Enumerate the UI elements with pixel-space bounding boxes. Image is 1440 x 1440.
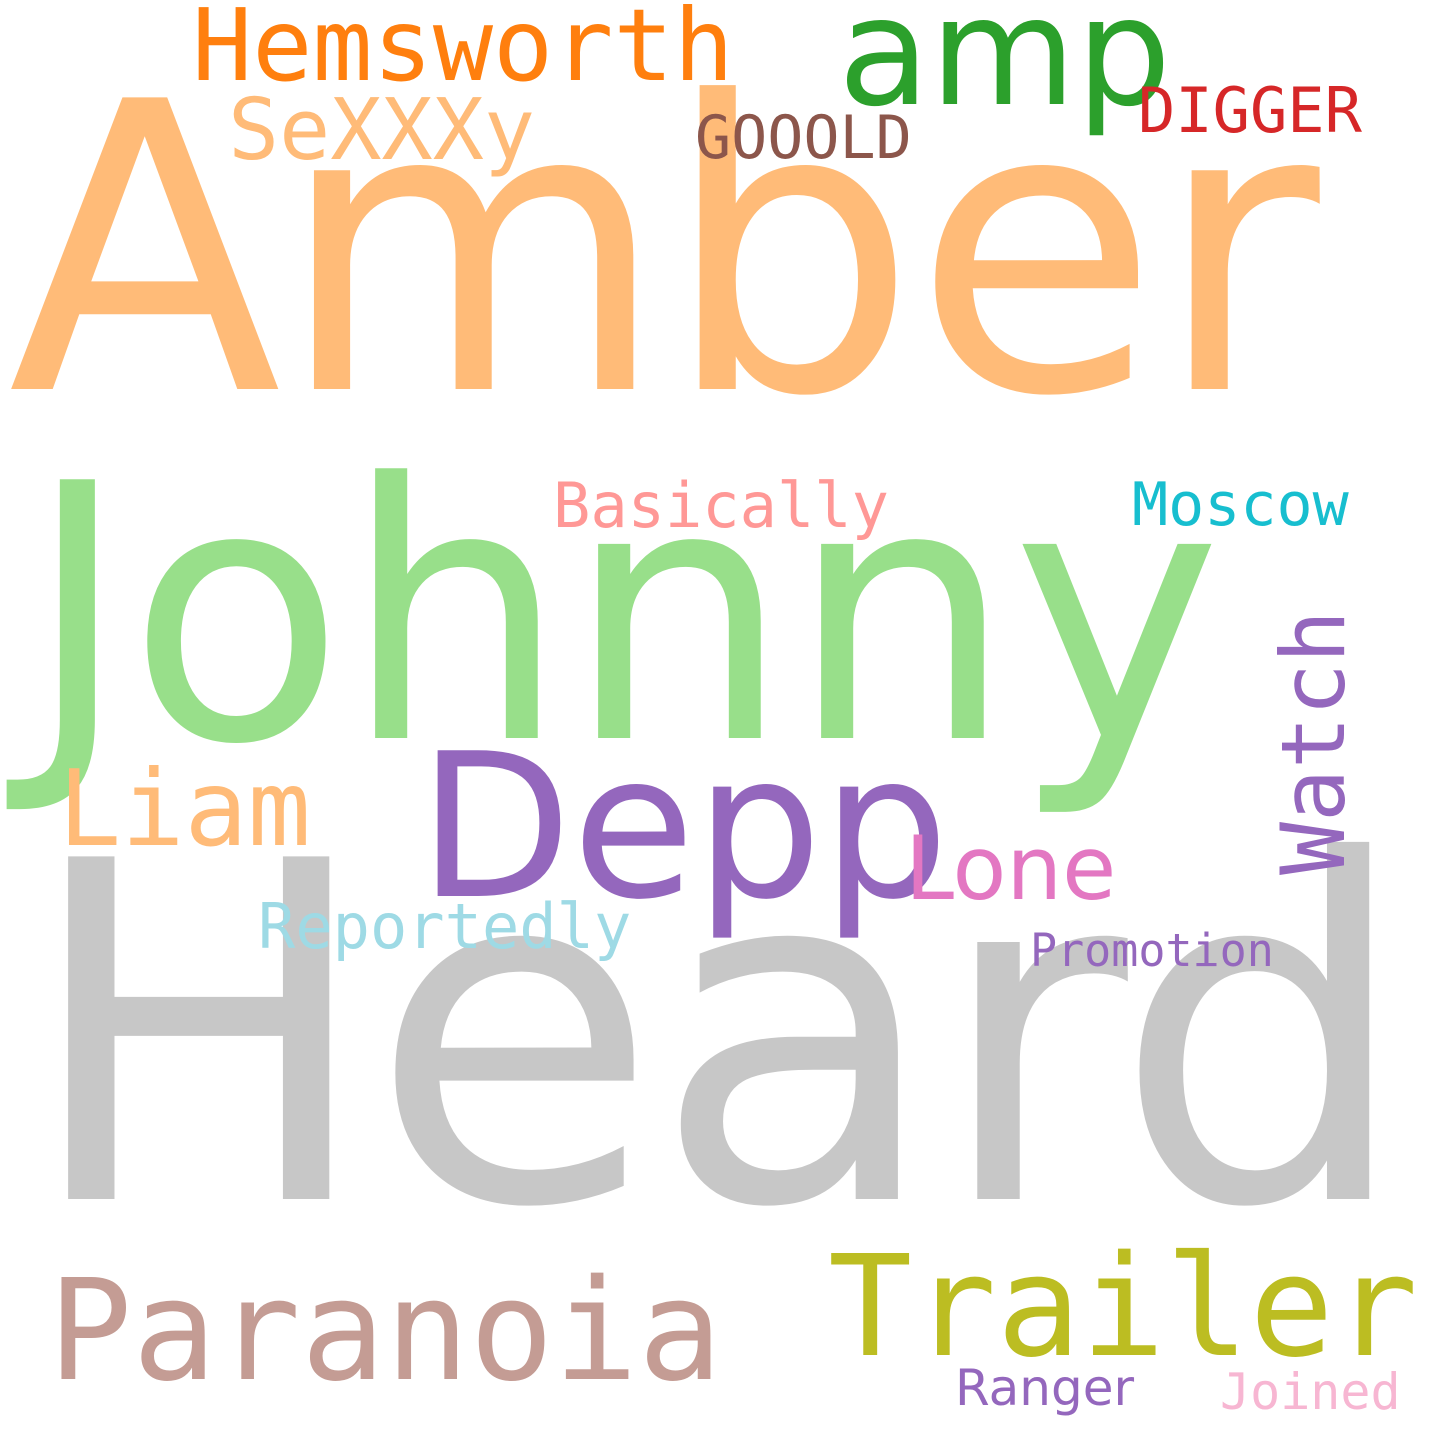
word-moscow: Moscow bbox=[1132, 470, 1349, 540]
word-hemsworth: Hemsworth bbox=[192, 0, 734, 104]
word-amber: Amber bbox=[8, 19, 1320, 484]
word-sexxxy: SeXXXy bbox=[228, 81, 536, 180]
word-digger: DIGGER bbox=[1138, 74, 1362, 147]
word-paranoia: Paranoia bbox=[48, 1250, 723, 1413]
word-amp: amp bbox=[838, 0, 1172, 140]
word-trailer: Trailer bbox=[828, 1226, 1419, 1389]
word-liam: Liam bbox=[58, 748, 311, 870]
word-reportedly: Reportedly bbox=[258, 890, 632, 963]
word-goold: GOOOLD bbox=[695, 103, 912, 173]
word-watch: Watch bbox=[1262, 610, 1365, 875]
word-basically: Basically bbox=[553, 469, 889, 542]
word-heard: Heard bbox=[22, 763, 1412, 1310]
word-johnny: Johnny bbox=[25, 408, 1222, 822]
word-promotion: Promotion bbox=[1030, 924, 1274, 977]
word-ranger: Ranger bbox=[955, 1359, 1135, 1417]
word-lone: Lone bbox=[905, 817, 1117, 920]
word-joined: Joined bbox=[1220, 1363, 1401, 1421]
word-depp: Depp bbox=[418, 711, 949, 944]
